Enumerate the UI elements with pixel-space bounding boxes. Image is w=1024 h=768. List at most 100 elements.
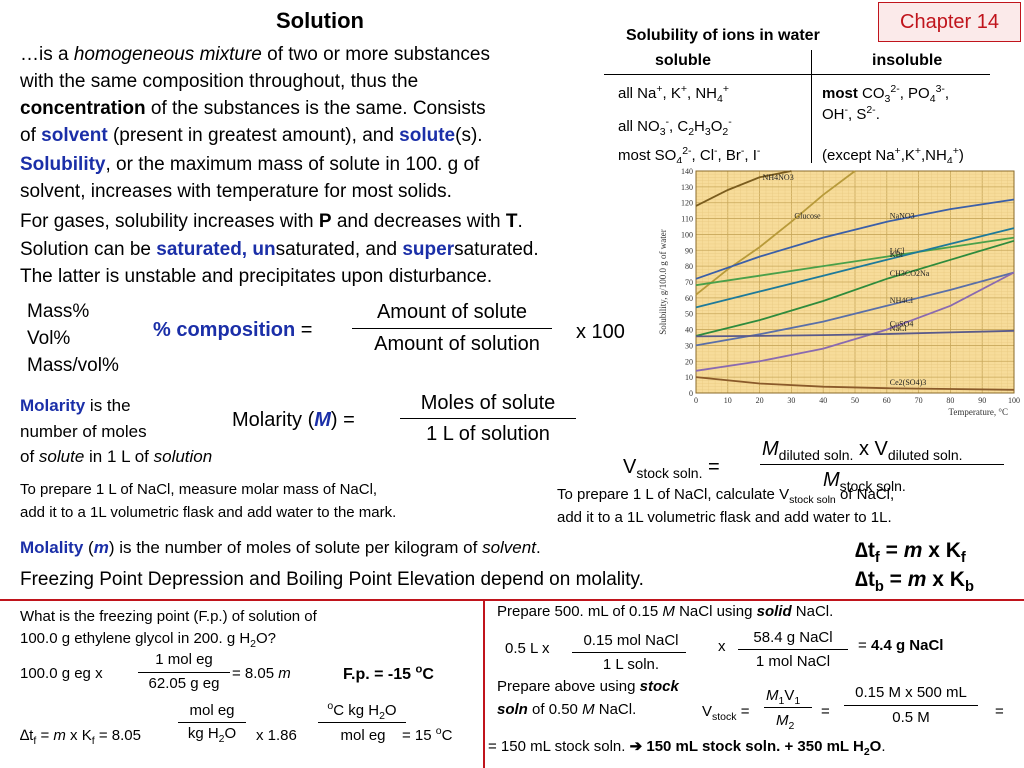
chart-y-tick-label: 0 [689, 389, 693, 398]
intro-line-9: The latter is unstable and precipitates … [20, 266, 493, 287]
chart-series-line [695, 236, 1015, 287]
example1-step2-lhs: ∆tf = m x Kf = 8.05 [20, 727, 141, 747]
example2-stock-line-1: Prepare above using stock [497, 678, 679, 695]
example1-step1-numerator: 1 mol eg [155, 651, 213, 668]
intro-line-3: concentration of the substances is the s… [20, 98, 486, 119]
molarity-numerator: Moles of solute [420, 392, 556, 414]
soluble-row-1: all Na+, K+, NH4+ [618, 83, 729, 105]
example1-step1-lhs: 100.0 g eg x [20, 665, 103, 682]
chart-series-line [695, 271, 1015, 372]
example1-step2-denominator-2: mol eg [340, 727, 386, 744]
intro-line-4: of solvent (present in greatest amount),… [20, 125, 483, 146]
molality-line-2: Freezing Point Depression and Boiling Po… [20, 569, 644, 590]
chart-series-label: Ce2(SO4)3 [890, 378, 926, 387]
chart-y-tick-label: 70 [685, 278, 693, 287]
chart-y-tick-label: 130 [681, 183, 693, 192]
table-column-divider [811, 50, 812, 170]
freezing-point-equation: ∆tf = m x Kf [855, 539, 966, 567]
chapter-label: Chapter 14 [900, 10, 999, 33]
example1-step2-result: = 15 oC [402, 725, 453, 744]
chart-x-tick-label: 30 [787, 396, 795, 405]
example2-calc-numerator-1: 0.15 mol NaCl [583, 632, 679, 649]
section-divider-vertical [483, 599, 485, 768]
chart-x-tick-label: 90 [978, 396, 986, 405]
chart-x-tick-label: 80 [946, 396, 954, 405]
chart-y-tick-label: 140 [681, 167, 693, 176]
dilution-prep-line-2: add it to a 1L volumetric flask and add … [557, 509, 892, 526]
insoluble-row-1b: OH-, S2-. [822, 104, 880, 123]
example2-calc-numerator-2: 58.4 g NaCl [753, 629, 833, 646]
example2-calc-times: x [718, 638, 726, 655]
insoluble-row-1: most CO32-, PO43-, [822, 83, 950, 105]
chart-y-tick-label: 100 [681, 230, 693, 239]
chart-series-label: NaCl [890, 324, 908, 333]
insoluble-row-2: (except Na+,K+,NH4+) [822, 145, 964, 167]
example1-step2-numerator-1: mol eg [189, 702, 235, 719]
chart-x-tick-label: 0 [694, 396, 698, 405]
chart-series-line [695, 198, 1015, 280]
molarity-def-line-2: number of moles [20, 422, 147, 441]
example2-frac2-denominator: 0.5 M [892, 709, 930, 726]
insoluble-column-header: insoluble [872, 52, 943, 69]
example2-prompt: Prepare 500. mL of 0.15 M NaCl using sol… [497, 603, 834, 620]
chart-x-axis-label: Temperature, °C [949, 407, 1008, 417]
chart-y-tick-label: 30 [685, 341, 693, 350]
chart-y-tick-label: 40 [685, 326, 693, 335]
example2-calc-lhs: 0.5 L x [505, 640, 550, 657]
chart-series-label: NH4Cl [890, 296, 914, 305]
chart-series-line [695, 239, 1015, 337]
soluble-column-header: soluble [655, 52, 712, 69]
example2-frac1-denominator: M2 [776, 712, 795, 732]
intro-line-5: Solubility, or the maximum mass of solut… [20, 154, 480, 175]
dilution-lhs: Vstock soln. = [623, 456, 720, 481]
dilution-denominator: Mstock soln. [823, 469, 906, 494]
chart-frame [695, 170, 1015, 394]
example1-step2-bar-2 [318, 722, 406, 723]
composition-type-massvol: Mass/vol% [27, 355, 119, 376]
example2-calc-result: = 4.4 g NaCl [858, 637, 944, 654]
composition-numerator: Amount of solute [376, 301, 528, 323]
intro-line-6: solvent, increases with temperature for … [20, 181, 452, 202]
composition-type-vol: Vol% [27, 328, 71, 349]
chart-x-tick-label: 100 [1008, 396, 1020, 405]
chart-x-tick-label: 40 [819, 396, 827, 405]
molarity-def-line-1: Molarity is the [20, 396, 131, 415]
example1-step1-bar [138, 672, 230, 673]
chart-y-tick-label: 80 [685, 262, 693, 271]
chart-series-label: NaNO3 [890, 212, 915, 221]
chart-series-label: LiCl [890, 247, 905, 256]
example2-calc-denominator-2: 1 mol NaCl [755, 653, 831, 670]
example2-stock-line-2: soln of 0.50 M NaCl. [497, 701, 637, 718]
chapter-badge: Chapter 14 [878, 2, 1021, 42]
composition-type-mass: Mass% [27, 301, 90, 322]
example1-step1-result: = 8.05 m [232, 665, 291, 682]
chart-series-label: NH4NO3 [763, 173, 794, 182]
chart-y-tick-label: 20 [685, 357, 693, 366]
intro-line-1: …is a homogeneous mixture of two or more… [20, 44, 490, 65]
boiling-point-equation: ∆tb = m x Kb [855, 568, 974, 596]
example2-frac1-bar [764, 707, 812, 708]
chart-x-tick-label: 20 [756, 396, 764, 405]
chart-y-tick-label: 90 [685, 246, 693, 255]
example2-eq-1: = [821, 703, 830, 720]
molarity-prep-line-2: add it to a 1L volumetric flask and add … [20, 504, 397, 521]
section-divider-horizontal [0, 599, 1024, 601]
chart-y-tick-label: 110 [681, 215, 693, 224]
chart-series-line [695, 227, 1015, 309]
chart-y-tick-label: 50 [685, 310, 693, 319]
example1-step2-numerator-2: oC kg H2O [327, 700, 397, 722]
chart-series-line [695, 376, 1015, 391]
chart-y-axis-label: Solubility, g/100.0 g of water [658, 229, 668, 334]
example2-eq-2: = [995, 703, 1004, 720]
example2-frac1-numerator: M1V1 [766, 687, 801, 707]
chart-x-tick-label: 60 [883, 396, 891, 405]
chart-series-line [695, 170, 792, 207]
example1-step2-factor: x 1.86 [256, 727, 297, 744]
intro-line-7: For gases, solubility increases with P a… [20, 211, 523, 232]
dilution-numerator: Mdiluted soln. x Vdiluted soln. [762, 438, 963, 463]
example2-calc-bar-2 [738, 649, 848, 650]
example1-answer: F.p. = -15 oC [343, 663, 434, 683]
page-title: Solution [276, 8, 364, 33]
example1-step2-denominator-1: kg H2O [187, 725, 237, 745]
